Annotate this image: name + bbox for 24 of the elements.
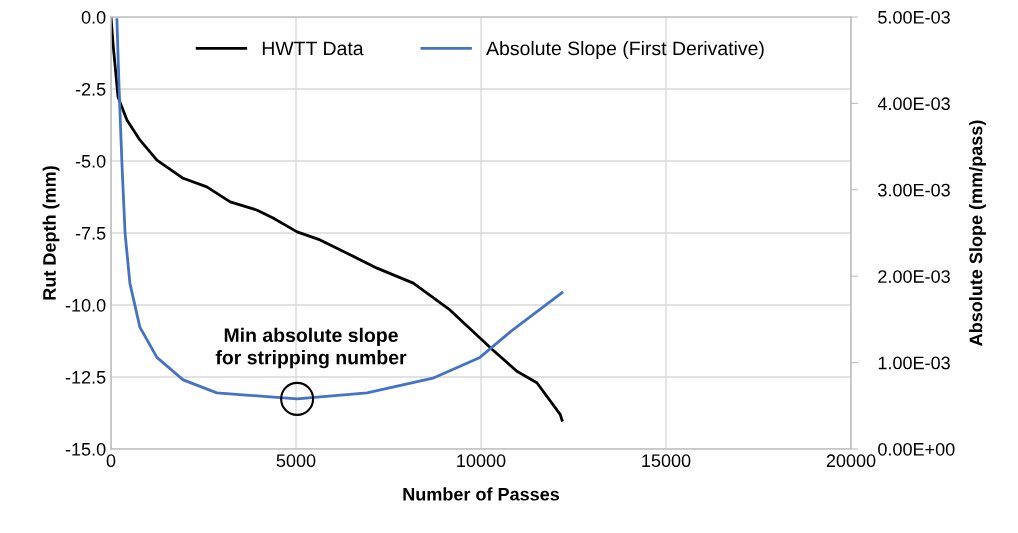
y2-tick-label: 5.00E-03 — [878, 10, 950, 24]
y2-tick-label: 2.00E-03 — [878, 270, 950, 283]
x-tick-label: 0 — [106, 454, 116, 468]
y-tick-label: -5.0 — [75, 154, 106, 168]
x-tick-label: 10000 — [457, 454, 506, 468]
x-axis-title: Number of Passes — [403, 487, 560, 501]
y2-axis-title: Absolute Slope (mm/pass) — [969, 120, 986, 346]
annotation: Min absolute slope for stripping number — [215, 327, 407, 369]
y-tick-label: -12.5 — [65, 370, 106, 384]
x-tick-label: 20000 — [826, 454, 876, 468]
legend-label: Absolute Slope (First Derivative) — [486, 40, 764, 60]
y2-tick-label: 3.00E-03 — [878, 183, 950, 197]
y2-tick-label: 1.00E-03 — [878, 356, 950, 370]
x-tick-label: 5000 — [276, 454, 316, 468]
y-tick-label: -2.5 — [75, 82, 106, 96]
y-axis-title: Rut Depth (mm) — [42, 166, 60, 300]
x-tick-label: 15000 — [642, 454, 691, 468]
y-tick-label: -10.0 — [65, 298, 106, 312]
y2-tick-label: 4.00E-03 — [877, 97, 950, 111]
y-tick-label: -15.0 — [65, 442, 106, 456]
legend-label: HWTT Data — [262, 41, 364, 56]
y-tick-label: -7.5 — [75, 227, 106, 240]
y2-tick-label: 0.00E+00 — [878, 442, 955, 456]
y-tick-label: 0.0 — [81, 10, 106, 24]
